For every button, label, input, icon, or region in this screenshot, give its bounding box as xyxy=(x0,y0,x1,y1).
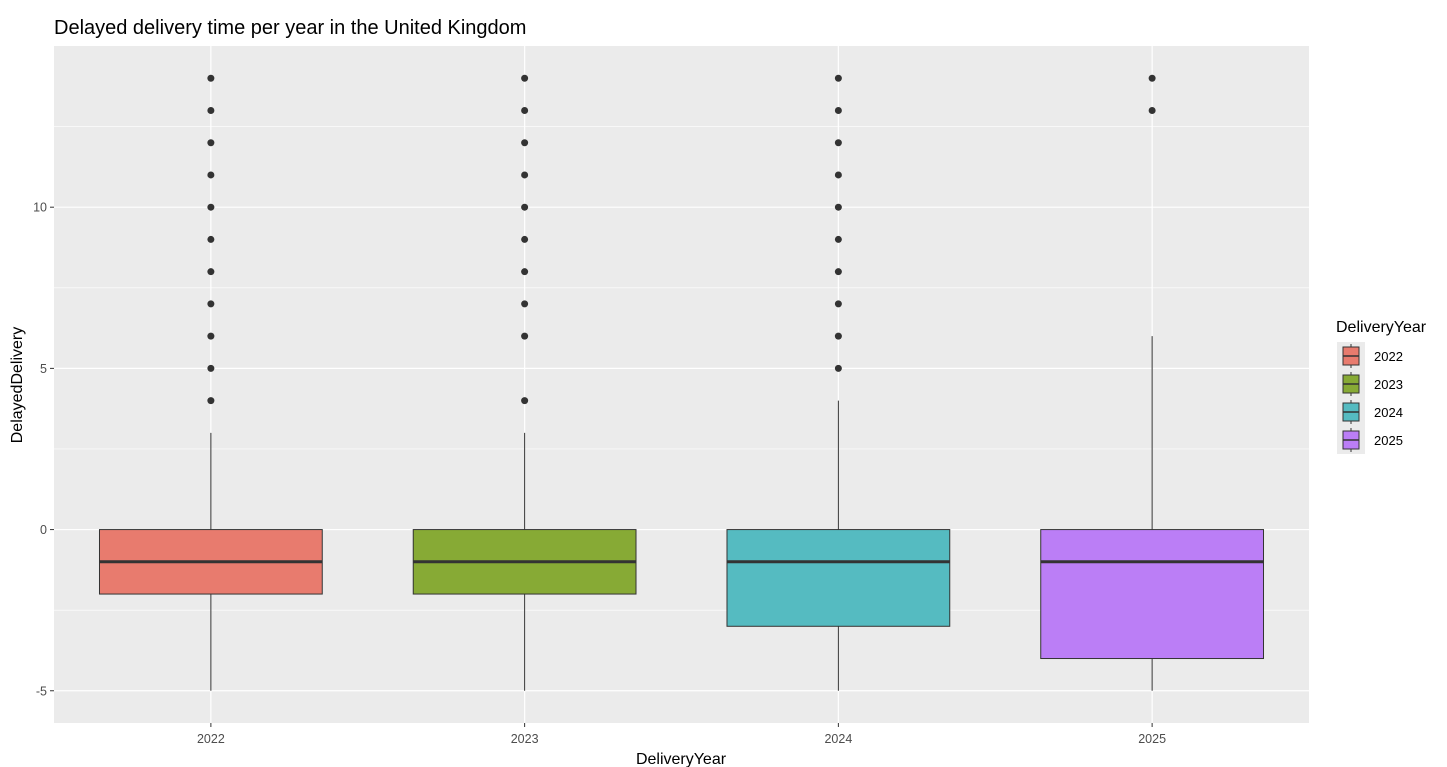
outlier-point xyxy=(207,235,215,243)
outlier-point xyxy=(1148,74,1156,82)
chart-title: Delayed delivery time per year in the Un… xyxy=(54,17,526,39)
outlier-point xyxy=(207,74,215,82)
legend-item-2025: 2025 xyxy=(1342,428,1403,452)
outlier-point xyxy=(834,203,842,211)
outlier-point xyxy=(834,364,842,372)
outlier-point xyxy=(834,106,842,114)
outlier-point xyxy=(1148,106,1156,114)
outlier-point xyxy=(521,74,529,82)
box-group-2022 xyxy=(98,74,323,691)
outlier-point xyxy=(207,364,215,372)
outlier-point xyxy=(834,235,842,243)
outlier-point xyxy=(834,171,842,179)
box-group-2023 xyxy=(412,74,637,691)
outlier-point xyxy=(834,139,842,147)
x-tick-label: 2023 xyxy=(511,732,539,746)
legend-item-2022: 2022 xyxy=(1342,344,1403,368)
box-iqr xyxy=(1040,529,1265,660)
y-tick-label: 5 xyxy=(40,362,47,376)
outlier-point xyxy=(207,332,215,340)
outlier-point xyxy=(521,268,529,276)
legend-item-2023: 2023 xyxy=(1342,372,1403,396)
outlier-point xyxy=(521,106,529,114)
y-axis-title: DelayedDelivery xyxy=(9,327,26,444)
legend-title: DeliveryYear xyxy=(1336,319,1427,336)
boxes-layer xyxy=(98,74,1265,691)
x-tick-label: 2022 xyxy=(197,732,225,746)
x-axis-title: DeliveryYear xyxy=(636,751,727,767)
outlier-point xyxy=(834,74,842,82)
outlier-point xyxy=(207,300,215,308)
outlier-point xyxy=(207,397,215,405)
outlier-point xyxy=(834,332,842,340)
legend-label: 2024 xyxy=(1374,405,1403,420)
legend-item-2024: 2024 xyxy=(1342,400,1403,424)
outlier-point xyxy=(207,203,215,211)
outlier-point xyxy=(521,171,529,179)
axes-layer: -5 0 5 10 2022 2023 2024 2025 xyxy=(33,201,1166,746)
legend-items: 2022 2023 2024 2025 xyxy=(1337,342,1403,454)
legend: DeliveryYear 2022 2023 2024 2025 xyxy=(1336,319,1427,454)
box-group-2025 xyxy=(1040,74,1265,691)
outlier-point xyxy=(521,203,529,211)
outlier-point xyxy=(207,139,215,147)
y-tick-label: 0 xyxy=(40,523,47,537)
outlier-point xyxy=(521,139,529,147)
y-tick-label: 10 xyxy=(33,201,47,215)
outlier-point xyxy=(207,106,215,114)
outlier-point xyxy=(521,397,529,405)
x-tick-label: 2024 xyxy=(824,732,852,746)
outlier-point xyxy=(521,332,529,340)
y-tick-label: -5 xyxy=(36,684,47,698)
outlier-point xyxy=(207,171,215,179)
outlier-point xyxy=(521,235,529,243)
outlier-point xyxy=(834,300,842,308)
outlier-point xyxy=(207,268,215,276)
box-iqr xyxy=(726,529,951,627)
outlier-point xyxy=(834,268,842,276)
outlier-point xyxy=(521,300,529,308)
legend-label: 2022 xyxy=(1374,349,1403,364)
box-group-2024 xyxy=(726,74,951,691)
x-tick-label: 2025 xyxy=(1138,732,1166,746)
legend-label: 2025 xyxy=(1374,433,1403,448)
legend-label: 2023 xyxy=(1374,377,1403,392)
